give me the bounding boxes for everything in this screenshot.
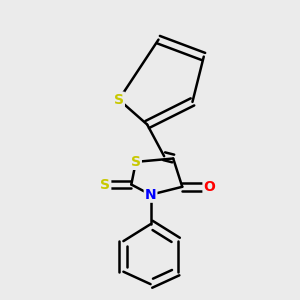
Text: S: S (100, 178, 110, 191)
Text: S: S (114, 93, 124, 106)
Text: N: N (145, 188, 156, 202)
Text: O: O (203, 180, 215, 194)
Text: S: S (131, 155, 141, 169)
